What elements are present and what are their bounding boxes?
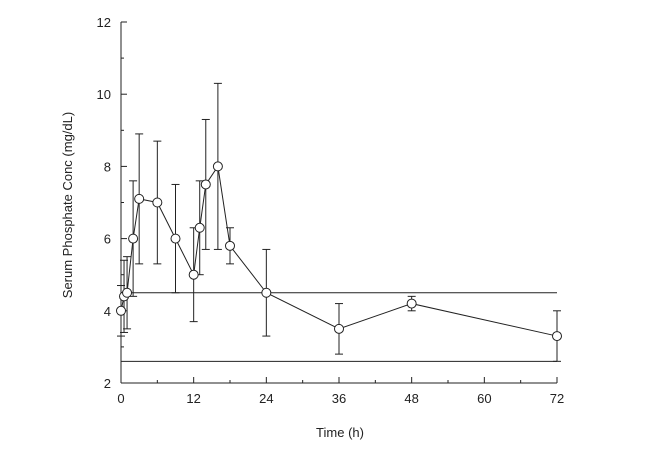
data-point xyxy=(552,331,562,342)
y-tick-label: 4 xyxy=(104,304,111,319)
data-point xyxy=(122,287,133,298)
data-point xyxy=(170,233,181,244)
x-tick-label: 60 xyxy=(477,391,491,406)
data-point xyxy=(406,298,417,309)
data-point xyxy=(152,197,163,208)
x-tick-label: 36 xyxy=(332,391,346,406)
y-tick-label: 8 xyxy=(104,159,111,174)
series xyxy=(116,82,562,362)
y-tick-label: 12 xyxy=(97,15,111,30)
x-tick-label: 48 xyxy=(404,391,418,406)
y-axis-title: Serum Phosphate Conc (mg/dL) xyxy=(60,112,75,298)
data-point xyxy=(200,179,211,190)
y-tick-label: 2 xyxy=(104,376,111,391)
x-axis-title: Time (h) xyxy=(316,425,364,440)
x-tick-label: 0 xyxy=(117,391,124,406)
data-point xyxy=(134,193,145,204)
data-point xyxy=(212,161,223,172)
x-tick-label: 24 xyxy=(259,391,273,406)
x-tick-label: 12 xyxy=(186,391,200,406)
y-tick-label: 10 xyxy=(97,87,111,102)
x-tick-label: 72 xyxy=(550,391,564,406)
data-point xyxy=(116,305,126,316)
data-point xyxy=(188,269,199,280)
data-point xyxy=(334,323,344,334)
data-point xyxy=(128,233,139,244)
data-point xyxy=(194,222,205,233)
series-line xyxy=(120,165,558,337)
data-point xyxy=(225,240,235,251)
y-tick-label: 6 xyxy=(104,232,111,247)
data-point xyxy=(261,287,272,298)
